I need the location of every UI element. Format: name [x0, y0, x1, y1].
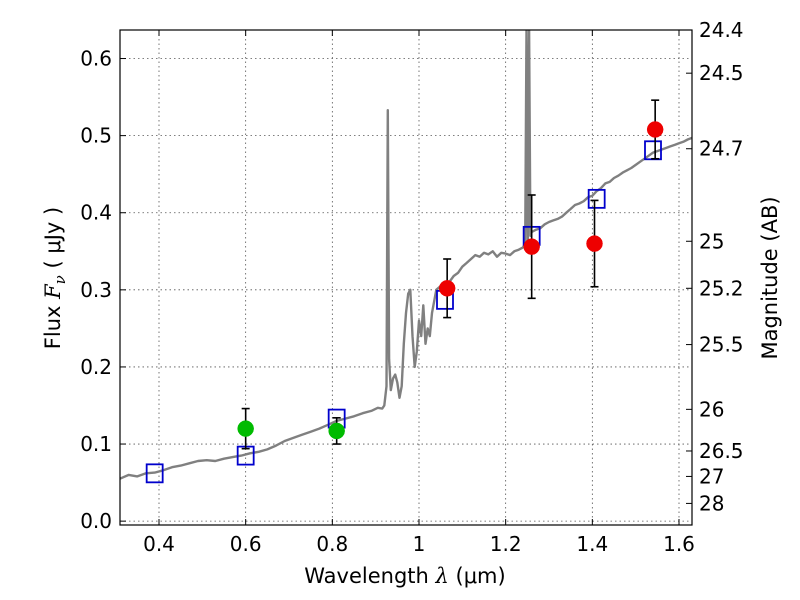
plot-frame — [119, 29, 693, 526]
errorbar-layer — [241, 99, 660, 450]
mag-tick-label: 24.4 — [699, 18, 744, 42]
x-tick-label: 0.4 — [143, 532, 175, 556]
y-tick-label: 0.6 — [80, 47, 112, 71]
x-tick-label: 0.8 — [316, 532, 348, 556]
y2-axis-label: Magnitude (AB) — [758, 196, 782, 359]
mag-tick-label: 26 — [699, 397, 724, 421]
observed-point — [646, 121, 664, 138]
mag-tick-label: 25.2 — [699, 276, 744, 300]
x-tick-label: 1.2 — [490, 532, 522, 556]
x-tick-label: 1.4 — [576, 532, 608, 556]
observed-point — [237, 420, 254, 437]
tick-labels: 0.4 0.6 0.8 1 1.2 1.4 1.6 0.0 0.1 0.2 0.3 0.4 0.5 0.6… — [80, 18, 743, 556]
model-square — [145, 463, 164, 484]
x-tick-label: 0.6 — [230, 532, 262, 556]
mag-tick-label: 26.5 — [699, 439, 744, 463]
observed-point — [586, 235, 603, 252]
model-square — [587, 188, 606, 209]
y-axis-label: Flux Fν ( μJy ) — [41, 207, 69, 349]
spectrum-line — [120, 30, 692, 480]
grid-lines — [120, 30, 692, 525]
observed-points-layer — [237, 121, 664, 440]
model-squares-layer — [145, 140, 662, 484]
mag-tick-label: 25 — [699, 229, 724, 253]
mag-tick-label: 27 — [699, 464, 724, 488]
y-tick-label: 0.1 — [80, 432, 112, 456]
y-tick-label: 0.0 — [80, 509, 112, 533]
y-tick-label: 0.4 — [80, 201, 112, 225]
observed-point — [328, 422, 345, 440]
y-tick-label: 0.3 — [80, 278, 112, 302]
y-tick-label: 0.5 — [80, 124, 112, 148]
axis-ticks — [120, 29, 692, 525]
mag-tick-label: 24.5 — [699, 61, 744, 85]
x-tick-label: 1 — [413, 532, 426, 556]
observed-point — [523, 238, 540, 255]
y-tick-label: 0.2 — [80, 355, 112, 379]
x-axis-label: Wavelength λ (μm) — [304, 564, 505, 588]
mag-tick-label: 24.7 — [699, 137, 744, 161]
x-tick-label: 1.6 — [663, 532, 695, 556]
mag-tick-label: 28 — [699, 491, 724, 515]
spectrum-layer — [120, 30, 692, 480]
mag-tick-label: 25.5 — [699, 333, 744, 357]
observed-point — [438, 280, 456, 297]
